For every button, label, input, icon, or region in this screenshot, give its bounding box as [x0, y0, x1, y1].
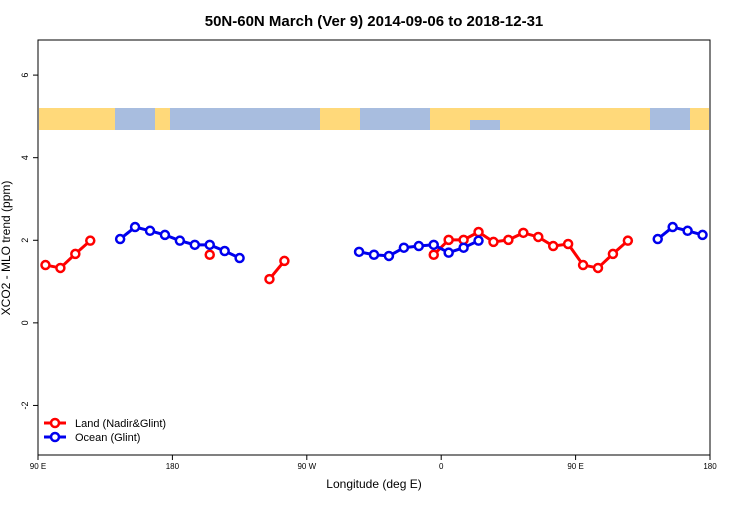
- point-marker: [189, 239, 201, 251]
- point-marker: [622, 235, 634, 246]
- chart-title: 50N-60N March (Ver 9) 2014-09-06 to 2018…: [205, 13, 544, 30]
- x-tick-label: 90 E: [30, 462, 46, 471]
- x-tick-label: 90 E: [567, 462, 583, 471]
- point-marker: [234, 252, 245, 264]
- point-marker: [398, 242, 410, 253]
- y-tick-label: 0: [20, 320, 30, 325]
- point-marker: [562, 238, 574, 250]
- point-marker: [488, 236, 499, 248]
- point-marker: [159, 229, 171, 241]
- map-strip: [39, 108, 709, 130]
- point-marker: [503, 234, 514, 246]
- point-marker: [473, 226, 484, 238]
- point-marker: [129, 221, 141, 233]
- x-tick-label: 90 W: [297, 462, 316, 471]
- point-marker: [652, 233, 663, 245]
- point-marker: [577, 259, 589, 271]
- y-tick-label: -2: [20, 401, 30, 409]
- point-marker: [458, 242, 469, 253]
- point-marker: [413, 240, 425, 252]
- point-marker: [592, 262, 604, 274]
- point-marker: [70, 248, 81, 260]
- point-marker: [174, 235, 186, 246]
- point-marker: [40, 259, 51, 271]
- y-tick-label: 6: [20, 73, 30, 78]
- point-marker: [428, 249, 439, 260]
- legend-label: Ocean (Glint): [75, 432, 140, 444]
- point-marker: [55, 262, 66, 274]
- point-marker: [518, 227, 529, 239]
- point-marker: [279, 255, 290, 267]
- point-marker: [144, 225, 156, 237]
- x-tick-label: 0: [439, 462, 444, 471]
- point-marker: [682, 225, 693, 237]
- point-marker: [443, 247, 454, 258]
- point-marker: [607, 248, 619, 260]
- y-axis-label: XCO2 - MLO trend (ppm): [0, 181, 13, 316]
- point-marker: [383, 250, 395, 262]
- point-marker: [473, 235, 484, 246]
- point-marker: [264, 273, 275, 285]
- point-marker: [353, 246, 365, 258]
- point-marker: [114, 233, 126, 245]
- plot-frame: [37, 39, 711, 456]
- y-tick-label: 2: [20, 238, 30, 243]
- x-tick-label: 180: [703, 462, 717, 471]
- point-marker: [667, 221, 678, 233]
- x-tick-label: 180: [166, 462, 180, 471]
- point-marker: [204, 249, 215, 260]
- point-marker: [547, 240, 559, 252]
- point-marker: [219, 245, 230, 257]
- legend-marker: [49, 431, 61, 443]
- x-axis-label: Longitude (deg E): [326, 477, 421, 491]
- point-marker: [204, 239, 215, 251]
- legend-label: Land (Nadir&Glint): [75, 418, 166, 430]
- point-marker: [697, 229, 708, 241]
- y-tick-label: 4: [20, 155, 30, 160]
- legend-marker: [49, 417, 61, 429]
- point-marker: [443, 234, 454, 246]
- point-marker: [428, 239, 439, 251]
- point-marker: [368, 249, 380, 260]
- point-marker: [85, 235, 96, 246]
- point-marker: [533, 231, 544, 243]
